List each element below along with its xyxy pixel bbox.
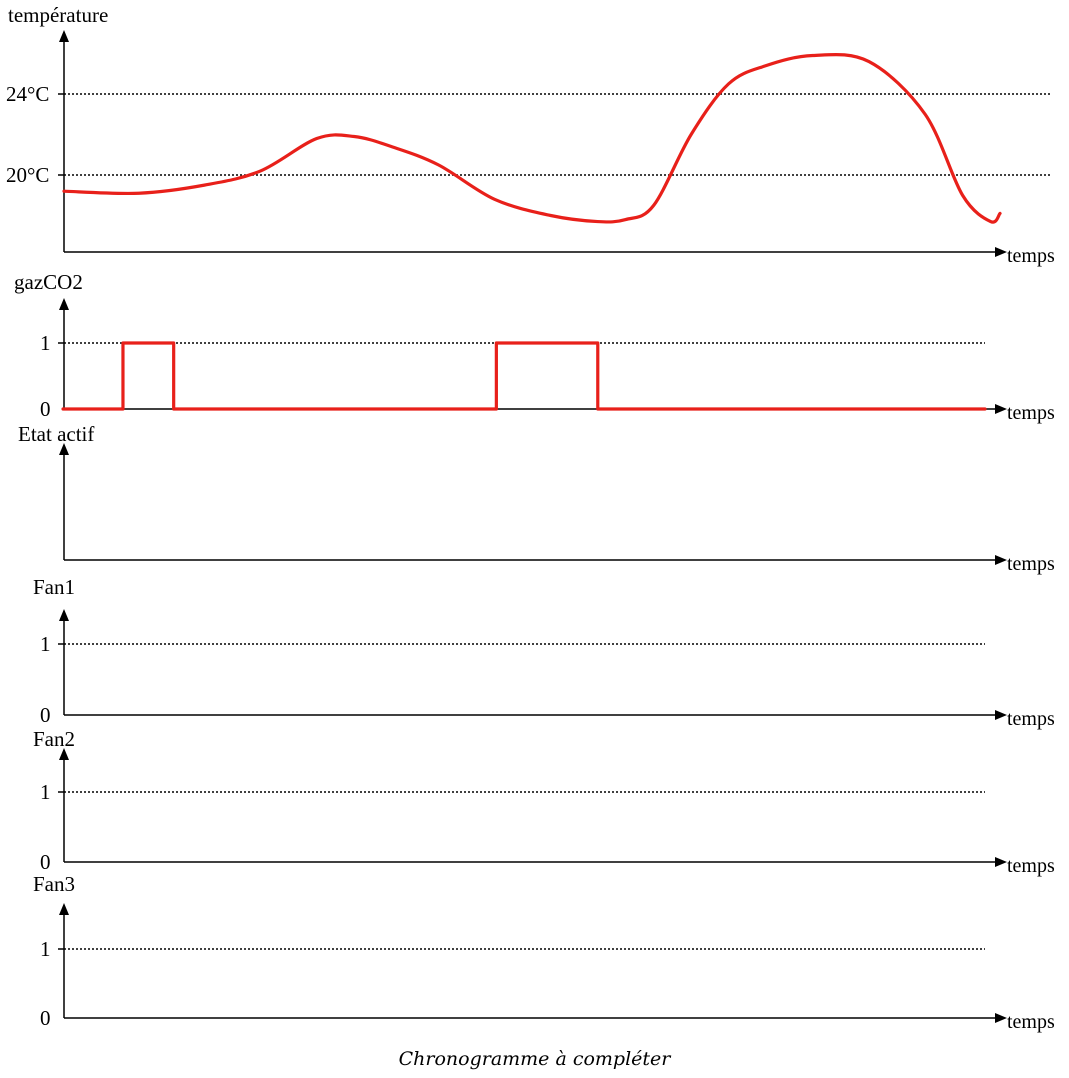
panel-fan3-x-arrow	[995, 1013, 1007, 1023]
panel-temp-rature-series-line-0	[62, 52, 1002, 224]
panel-fan2-tick-label: 1	[40, 780, 51, 804]
panel-fan1-tick-label: 0	[40, 703, 51, 727]
panel-fan1-xlabel: temps	[1007, 708, 1055, 730]
panel-fan3-xlabel: temps	[1007, 1011, 1055, 1033]
panel-temp-rature-y-arrow	[59, 30, 69, 42]
panel-temp-rature-tick-label: 24°C	[6, 82, 49, 106]
panel-etat-actif-title: Etat actif	[18, 422, 94, 446]
panel-gazco2-tick-label: 0	[40, 397, 51, 421]
panel-gazco2-x-arrow	[995, 404, 1007, 414]
figure-caption: Chronogramme à compléter	[398, 1048, 671, 1070]
panel-temp-rature-x-arrow	[995, 247, 1007, 257]
panel-gazco2-series-line-0	[61, 341, 987, 411]
panel-etat-actif-xlabel: temps	[1007, 553, 1055, 575]
panel-fan2-tick-label: 0	[40, 850, 51, 874]
panel-etat-actif-x-arrow	[995, 555, 1007, 565]
panel-fan1-y-arrow	[59, 609, 69, 621]
panel-temp-rature-tick-label: 20°C	[6, 163, 49, 187]
panel-fan1-title: Fan1	[33, 575, 75, 599]
panel-fan3-tick-label: 0	[40, 1006, 51, 1030]
panel-gazco2-xlabel: temps	[1007, 402, 1055, 424]
panel-fan2-y-arrow	[59, 748, 69, 760]
panel-fan2-x-arrow	[995, 857, 1007, 867]
panel-temp-rature-title: température	[8, 3, 108, 27]
panel-fan3-title: Fan3	[33, 872, 75, 896]
panel-temp-rature-xlabel: temps	[1007, 245, 1055, 267]
panel-gazco2-tick-label: 1	[40, 331, 51, 355]
panel-fan2-title: Fan2	[33, 727, 75, 751]
panel-fan2-xlabel: temps	[1007, 855, 1055, 877]
panel-etat-actif-y-arrow	[59, 443, 69, 455]
panel-fan1-x-arrow	[995, 710, 1007, 720]
panel-gazco2-title: gazCO2	[14, 270, 83, 294]
panel-gazco2-y-arrow	[59, 298, 69, 310]
panel-fan3-y-arrow	[59, 903, 69, 915]
panel-fan3-tick-label: 1	[40, 937, 51, 961]
panel-fan1-tick-label: 1	[40, 632, 51, 656]
